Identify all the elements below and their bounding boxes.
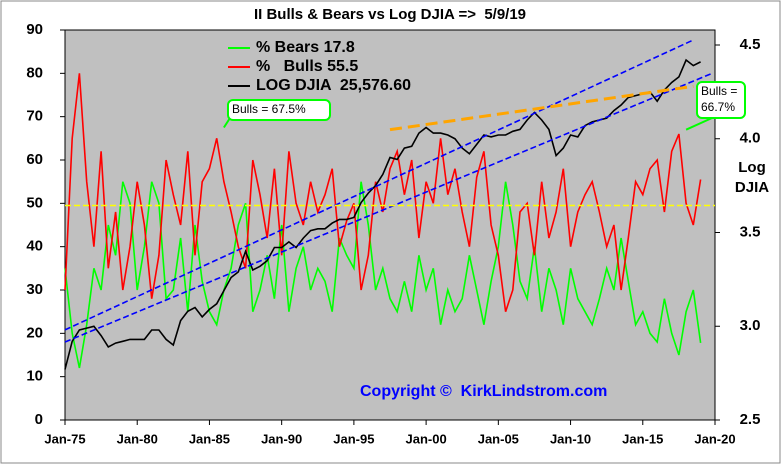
y2-axis-label: DJIA xyxy=(735,179,769,196)
legend-label: LOG DJIA 25,576.60 xyxy=(256,77,411,94)
trend-line xyxy=(389,84,694,132)
chart-title: II Bulls & Bears vs Log DJIA => 5/9/19 xyxy=(254,6,526,23)
series-line xyxy=(64,73,702,312)
x-tick-label: Jan-95 xyxy=(333,431,374,446)
x-tick-label: Jan-75 xyxy=(44,431,85,446)
y-tick-label: 70 xyxy=(26,108,43,125)
y-tick-label: 40 xyxy=(26,238,43,255)
trend-line xyxy=(64,39,694,331)
x-tick-label: Jan-05 xyxy=(478,431,519,446)
y-tick-label: 60 xyxy=(26,151,43,168)
callout-arrow xyxy=(223,117,231,129)
x-tick-label: Jan-90 xyxy=(261,431,302,446)
y2-tick-label: 4.5 xyxy=(740,36,761,53)
y2-tick-label: 2.5 xyxy=(740,411,761,428)
legend-label: % Bulls 55.5 xyxy=(256,58,358,75)
x-tick-label: Jan-85 xyxy=(189,431,230,446)
callout-text: Bulls = 67.5% xyxy=(232,102,306,116)
copyright: Copyright © KirkLindstrom.com xyxy=(360,383,607,400)
y-tick-label: 0 xyxy=(35,411,43,428)
plot-area xyxy=(64,29,716,421)
x-tick-label: Jan-20 xyxy=(694,431,735,446)
y-tick-label: 20 xyxy=(26,324,43,341)
y-tick-label: 90 xyxy=(26,21,43,38)
callout-text: 66.7% xyxy=(701,100,735,114)
y2-tick-label: 3.0 xyxy=(740,317,761,334)
x-tick-label: Jan-80 xyxy=(117,431,158,446)
y-tick-label: 80 xyxy=(26,64,43,81)
series-line xyxy=(64,181,702,369)
series-line xyxy=(64,58,701,370)
callout-arrow xyxy=(685,117,713,131)
callout-text: Bulls = xyxy=(701,84,737,98)
x-tick-label: Jan-00 xyxy=(406,431,447,446)
y-tick-label: 10 xyxy=(26,368,43,385)
legend-label: % Bears 17.8 xyxy=(256,39,355,56)
y2-tick-label: 4.0 xyxy=(740,130,761,147)
y2-tick-label: 3.5 xyxy=(740,223,761,240)
y-tick-label: 30 xyxy=(26,281,43,298)
x-tick-label: Jan-15 xyxy=(622,431,663,446)
y2-axis-label: Log xyxy=(738,159,766,176)
callout-box xyxy=(227,99,331,121)
x-tick-label: Jan-10 xyxy=(550,431,591,446)
callout-box xyxy=(696,81,746,119)
y-tick-label: 50 xyxy=(26,194,43,211)
